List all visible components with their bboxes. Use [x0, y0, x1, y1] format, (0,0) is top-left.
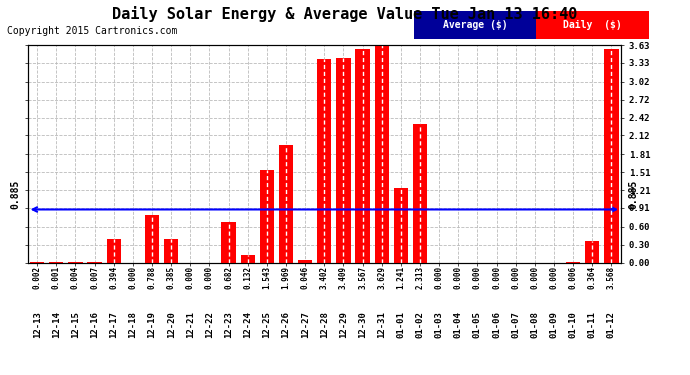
- Text: 3.402: 3.402: [319, 266, 329, 290]
- Text: 12-26: 12-26: [282, 311, 290, 338]
- Text: 01-04: 01-04: [454, 311, 463, 338]
- Text: 0.000: 0.000: [186, 266, 195, 290]
- Text: Daily  ($): Daily ($): [563, 20, 622, 30]
- Text: 1.969: 1.969: [282, 266, 290, 290]
- Bar: [375, 45, 389, 262]
- Text: 3.568: 3.568: [607, 266, 616, 290]
- Text: 0.004: 0.004: [71, 266, 80, 290]
- Text: 0.000: 0.000: [128, 266, 137, 290]
- Text: 0.394: 0.394: [109, 266, 118, 290]
- Text: 0.885: 0.885: [629, 180, 639, 210]
- Text: 01-08: 01-08: [531, 311, 540, 338]
- Text: Average ($): Average ($): [443, 20, 507, 30]
- Bar: [414, 11, 536, 39]
- Bar: [164, 239, 178, 262]
- Text: 12-15: 12-15: [71, 311, 80, 338]
- Text: 3.409: 3.409: [339, 266, 348, 290]
- Text: 0.000: 0.000: [549, 266, 558, 290]
- Text: 1.241: 1.241: [396, 266, 405, 290]
- Bar: [317, 58, 331, 262]
- Text: 12-28: 12-28: [319, 311, 329, 338]
- Bar: [413, 124, 427, 262]
- Text: 0.001: 0.001: [52, 266, 61, 290]
- Text: 01-03: 01-03: [435, 311, 444, 338]
- Text: 01-07: 01-07: [511, 311, 520, 338]
- Text: 3.567: 3.567: [358, 266, 367, 290]
- Text: 01-02: 01-02: [415, 311, 424, 338]
- Bar: [585, 241, 600, 262]
- Text: Copyright 2015 Cartronics.com: Copyright 2015 Cartronics.com: [7, 26, 177, 36]
- Bar: [241, 255, 255, 262]
- Text: 12-31: 12-31: [377, 311, 386, 338]
- Text: 12-23: 12-23: [224, 311, 233, 338]
- Text: 01-11: 01-11: [588, 311, 597, 338]
- Text: 01-09: 01-09: [549, 311, 558, 338]
- Text: 12-19: 12-19: [148, 311, 157, 338]
- Text: 12-29: 12-29: [339, 311, 348, 338]
- Text: 12-14: 12-14: [52, 311, 61, 338]
- Text: 01-05: 01-05: [473, 311, 482, 338]
- Bar: [604, 49, 619, 262]
- Text: 0.000: 0.000: [473, 266, 482, 290]
- Text: 12-24: 12-24: [244, 311, 253, 338]
- Text: 0.885: 0.885: [10, 180, 20, 210]
- Text: 12-13: 12-13: [32, 311, 41, 338]
- Text: 1.543: 1.543: [262, 266, 271, 290]
- Bar: [336, 58, 351, 262]
- Text: 0.007: 0.007: [90, 266, 99, 290]
- Text: 12-25: 12-25: [262, 311, 271, 338]
- Bar: [394, 188, 408, 262]
- Bar: [279, 144, 293, 262]
- Bar: [355, 49, 370, 262]
- Text: 0.385: 0.385: [167, 266, 176, 290]
- Text: 2.313: 2.313: [415, 266, 424, 290]
- Text: 12-30: 12-30: [358, 311, 367, 338]
- Text: 0.682: 0.682: [224, 266, 233, 290]
- Text: 0.000: 0.000: [454, 266, 463, 290]
- Text: 01-01: 01-01: [396, 311, 405, 338]
- Text: 12-16: 12-16: [90, 311, 99, 338]
- Text: 01-12: 01-12: [607, 311, 616, 338]
- Text: 0.046: 0.046: [301, 266, 310, 290]
- Text: 0.002: 0.002: [32, 266, 41, 290]
- Text: 01-10: 01-10: [569, 311, 578, 338]
- Text: Daily Solar Energy & Average Value Tue Jan 13 16:40: Daily Solar Energy & Average Value Tue J…: [112, 6, 578, 22]
- Text: 0.788: 0.788: [148, 266, 157, 290]
- Text: 12-20: 12-20: [167, 311, 176, 338]
- Text: 0.000: 0.000: [531, 266, 540, 290]
- Text: 0.132: 0.132: [244, 266, 253, 290]
- Text: 3.629: 3.629: [377, 266, 386, 290]
- Text: 12-22: 12-22: [205, 311, 214, 338]
- Text: 0.000: 0.000: [492, 266, 501, 290]
- Text: 0.000: 0.000: [435, 266, 444, 290]
- Text: 12-18: 12-18: [128, 311, 137, 338]
- Text: 0.006: 0.006: [569, 266, 578, 290]
- Text: 0.000: 0.000: [205, 266, 214, 290]
- Bar: [298, 260, 313, 262]
- Bar: [259, 170, 274, 262]
- Bar: [536, 11, 649, 39]
- Bar: [106, 239, 121, 262]
- Text: 12-27: 12-27: [301, 311, 310, 338]
- Text: 01-06: 01-06: [492, 311, 501, 338]
- Bar: [145, 215, 159, 262]
- Bar: [221, 222, 236, 262]
- Text: 12-21: 12-21: [186, 311, 195, 338]
- Text: 12-17: 12-17: [109, 311, 118, 338]
- Text: 0.000: 0.000: [511, 266, 520, 290]
- Text: 0.364: 0.364: [588, 266, 597, 290]
